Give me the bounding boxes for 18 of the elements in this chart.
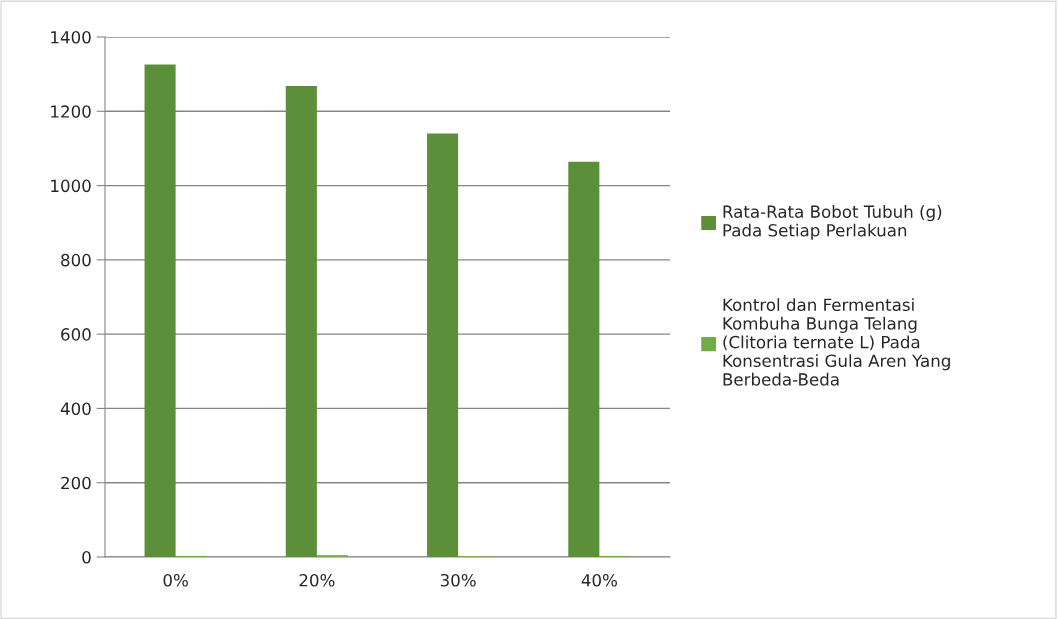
- y-tick-label: 600: [61, 328, 91, 341]
- y-tick-label: 1000: [51, 179, 91, 193]
- x-tick-label: 0%: [163, 573, 188, 587]
- legend-label: Kontrol dan Fermentasi Kombuha Bunga Telang (Clitoria ternate L) Pada Konsentrasi Gula Aren Yang Berbeda-Beda: [723, 298, 950, 386]
- y-tick-label: 200: [61, 476, 91, 490]
- y-tick-label: 1200: [51, 105, 91, 118]
- x-tick-label: 40%: [581, 573, 617, 587]
- legend-label: Rata-Rata Bobot Tubuh (g) Pada Setiap Perlakuan: [723, 205, 942, 240]
- bar: [144, 64, 176, 557]
- y-tick-label: 400: [60, 402, 91, 415]
- y-tick-label: 1400: [51, 30, 91, 44]
- bar: [568, 161, 600, 557]
- x-tick-label: 20%: [299, 573, 335, 587]
- y-tick-label: 800: [61, 253, 91, 267]
- bar: [285, 86, 317, 557]
- y-tick-label: 0: [82, 550, 91, 564]
- x-tick-label: 30%: [440, 573, 476, 587]
- bar: [427, 133, 459, 557]
